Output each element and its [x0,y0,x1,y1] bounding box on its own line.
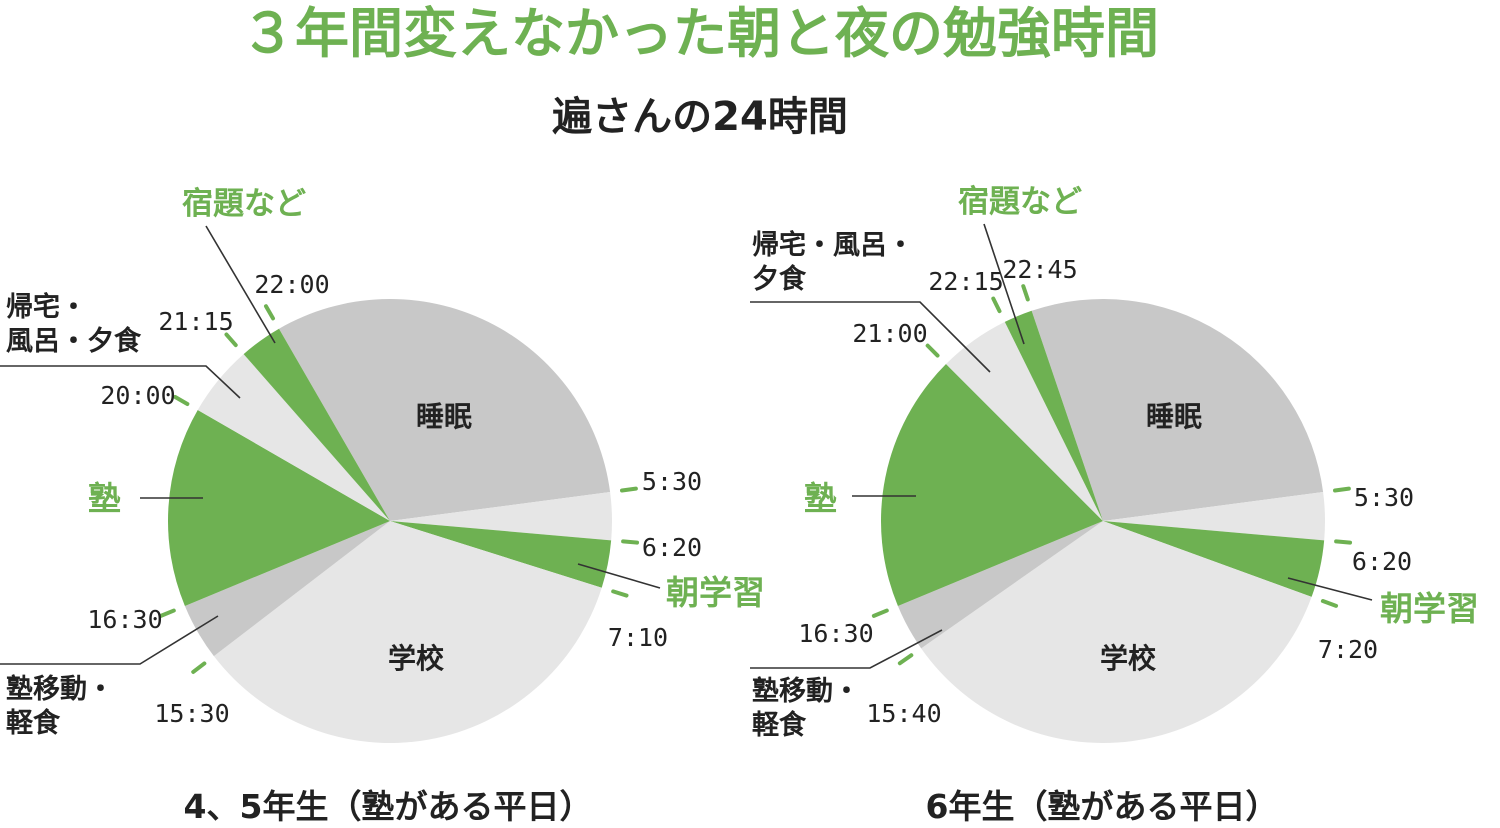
time-tick-2100 [925,343,940,358]
slice-label-sleep: 睡眠 [1146,400,1202,433]
time-label-1630: 16:30 [798,619,873,648]
time-label-1630: 16:30 [87,605,162,634]
slice-label-juku: 塾 [88,479,121,518]
time-tick-710 [611,589,629,598]
leader-asa [1287,577,1373,601]
slice-label-asa: 朝学習 [666,573,765,612]
leader-asa [577,563,661,589]
time-label-0720: 7:20 [1318,635,1378,664]
time-tick-1540 [897,653,914,666]
leader-homework [205,225,276,344]
leader-move [750,629,943,669]
slice-label-sleep: 睡眠 [416,400,472,433]
chart-caption-right: 6年生（塾がある平日） [926,787,1279,826]
time-tick-1530 [191,661,207,674]
pie-slice-homework [1004,310,1103,521]
slice-label-move-line2: 軽食 [752,709,807,741]
time-tick-2215 [991,296,1002,314]
time-label-0620: 6:20 [642,533,702,562]
slice-label-move-line2: 軽食 [6,707,61,739]
pie-slice-gap-1 [390,492,613,541]
slice-label-school: 学校 [1100,642,1157,675]
time-label-2100: 21:00 [852,319,927,348]
time-label-2115: 21:15 [158,307,233,336]
leader-home [0,365,241,399]
chart-caption-left: 4、5年生（塾がある平日） [184,787,593,826]
pie-slice-morning-study [390,521,612,588]
slice-label-home-line1: 帰宅・ [6,291,87,323]
time-label-1540: 15:40 [866,699,941,728]
slice-label-home-line2: 風呂・夕食 [6,325,142,357]
pie-slice-juku-move-snack [184,521,390,657]
time-tick-2245 [1021,284,1030,302]
leader-home [750,301,991,373]
chart-title: ３年間変えなかった朝と夜の勉強時間 [241,2,1159,65]
time-tick-530 [1333,486,1351,493]
time-label-0530: 5:30 [642,467,702,496]
time-label-0620: 6:20 [1352,547,1412,576]
pie-slice-morning-study [1103,521,1325,597]
pie-slice-school [921,521,1312,743]
time-label-0530: 5:30 [1354,483,1414,512]
slice-label-move-line1: 塾移動・ [752,675,860,707]
time-tick-620 [621,539,640,545]
pie-slice-juku [167,410,390,606]
slice-label-asa: 朝学習 [1380,589,1479,628]
time-label-1530: 15:30 [154,699,229,728]
pie-slice-gap-1 [1103,492,1326,541]
slice-label-home-line1: 帰宅・風呂・ [752,229,914,261]
slice-label-juku: 塾 [804,479,837,518]
pie-slice-home-bath-dinner [197,354,390,521]
pie-chart-grade-6 [880,298,1326,743]
pie-slice-school [213,521,602,744]
pie-slice-homework [243,328,390,521]
time-label-2245: 22:45 [1002,255,1077,284]
pie-time-ticks-left [158,304,640,674]
chart-subtitle: 遍さんの24時間 [552,94,848,140]
time-tick-1630 [871,608,889,618]
time-label-2200: 22:00 [254,270,329,299]
slice-label-homework: 宿題など [958,184,1082,220]
leader-move [0,615,219,665]
slice-label-school: 学校 [388,642,445,675]
pie-time-ticks-right [871,284,1353,666]
time-tick-720 [1320,599,1339,608]
slice-label-move-line1: 塾移動・ [6,673,114,705]
time-tick-620 [1334,539,1353,545]
pie-slice-juku [880,364,1103,606]
time-label-0710: 7:10 [608,623,668,652]
pie-chart-grade-4-5 [167,298,613,744]
time-label-2000: 20:00 [100,381,175,410]
time-tick-2000 [173,395,190,406]
slice-label-homework: 宿題など [182,186,306,222]
pie-slice-sleep [279,298,611,521]
pie-slice-juku-move-snack [897,521,1103,649]
slice-label-home-line2: 夕食 [752,263,807,295]
pie-slice-sleep [1031,298,1324,521]
pie-slice-home-bath-dinner [946,321,1103,521]
time-tick-2115 [224,332,238,348]
time-tick-1630 [158,608,176,618]
time-tick-530 [620,486,638,493]
time-tick-2200 [264,304,275,321]
time-label-2215: 22:15 [928,267,1003,296]
leader-homework [983,223,1025,345]
